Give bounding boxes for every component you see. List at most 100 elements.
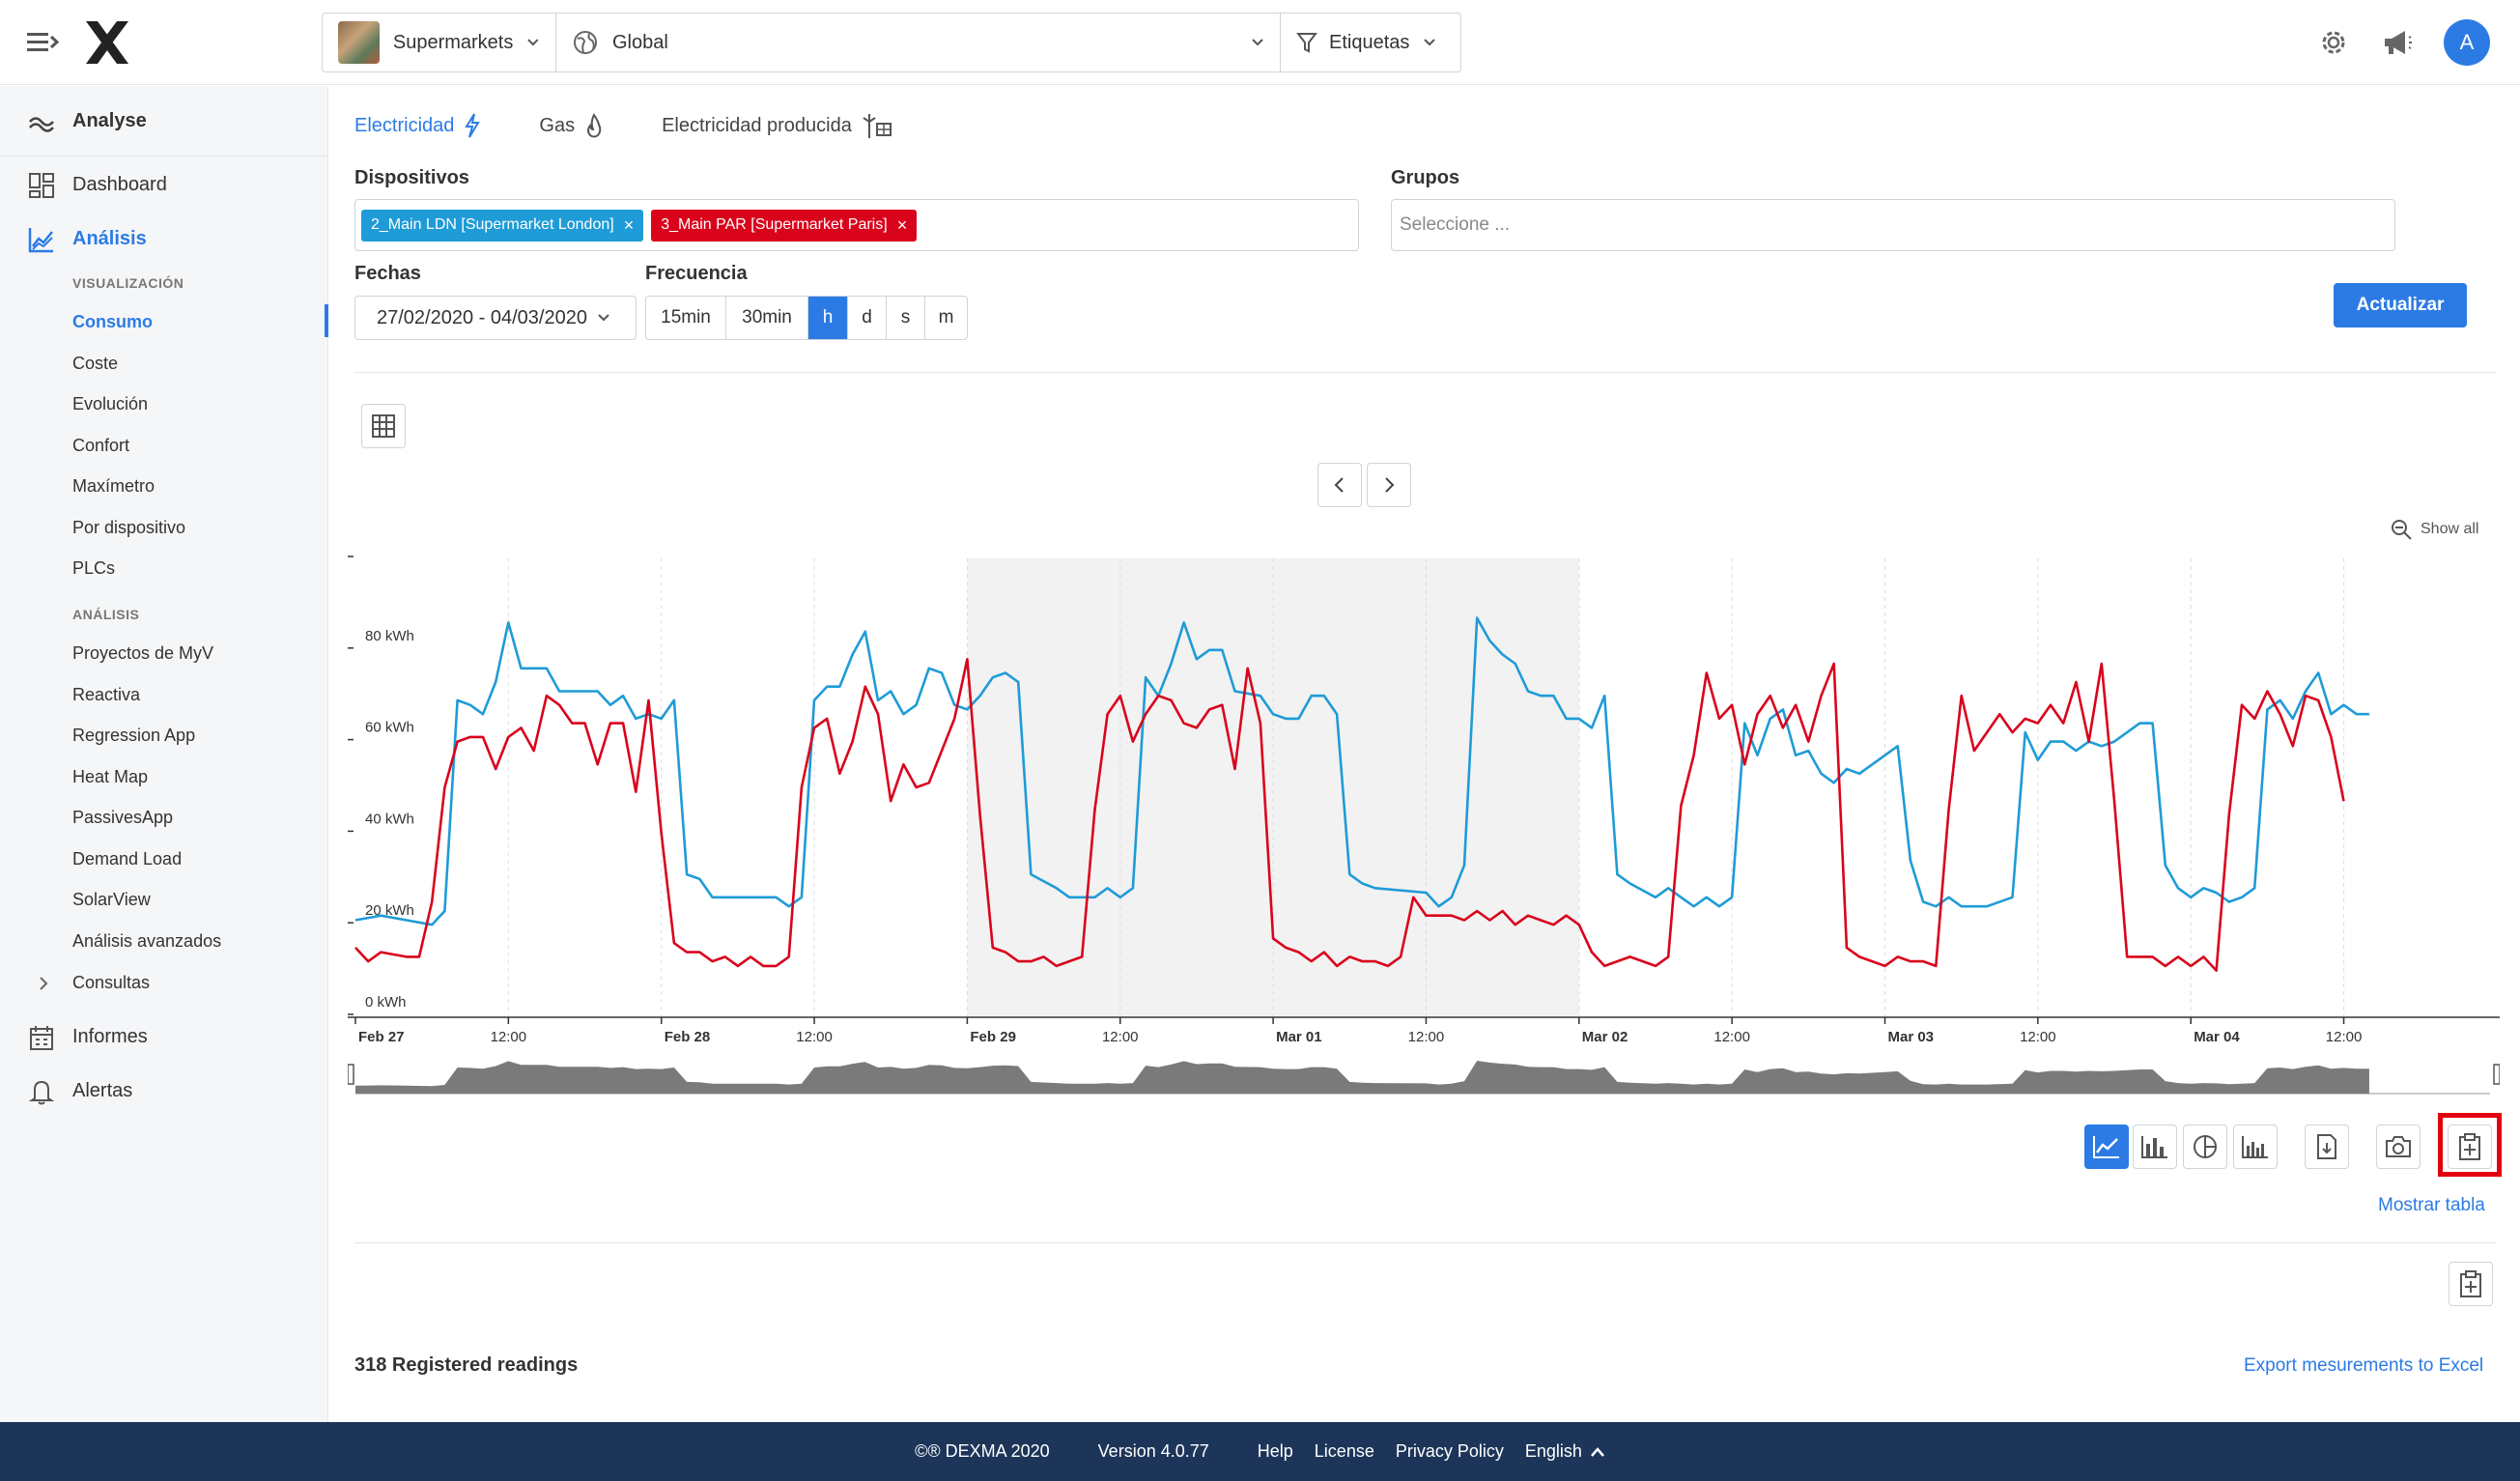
groups-select[interactable]: Seleccione ...: [1391, 199, 2395, 251]
line-chart-button[interactable]: [2084, 1125, 2129, 1169]
freq-15min-button[interactable]: 15min: [646, 297, 726, 339]
clipboard-plus-icon: [2459, 1133, 2480, 1160]
pie-chart-button[interactable]: [2183, 1125, 2227, 1169]
sidebar-item-consumo[interactable]: Consumo: [72, 312, 153, 331]
screenshot-button[interactable]: [2376, 1125, 2421, 1169]
tags-filter-label: Etiquetas: [1329, 31, 1410, 53]
site-selector[interactable]: Supermarkets: [323, 14, 556, 71]
sidebar-item-analisis-avanzados[interactable]: Análisis avanzados: [72, 931, 222, 951]
megaphone-icon[interactable]: [2380, 25, 2415, 60]
tab-electricidad[interactable]: Electricidad: [354, 112, 481, 139]
sidebar-item-alertas[interactable]: Alertas: [72, 1080, 133, 1101]
devices-multiselect[interactable]: 2_Main LDN [Supermarket London] × 3_Main…: [354, 199, 1359, 251]
sidebar-item-confort[interactable]: Confort: [72, 436, 130, 455]
bar-chart-button[interactable]: [2133, 1125, 2177, 1169]
date-range-value: 27/02/2020 - 04/03/2020: [377, 306, 587, 328]
table-view-button[interactable]: [361, 404, 406, 448]
export-excel-link[interactable]: Export mesurements to Excel: [2244, 1355, 2484, 1376]
add-to-report-button[interactable]: [2448, 1125, 2492, 1169]
device-chip[interactable]: 3_Main PAR [Supermarket Paris] ×: [651, 209, 918, 242]
freq-day-button[interactable]: d: [848, 297, 887, 339]
camera-icon: [2386, 1136, 2411, 1157]
context-selector: Supermarkets Global Etiquetas: [322, 13, 1461, 72]
chart-divider: [354, 1242, 2497, 1243]
tab-electricidad-producida[interactable]: Electricidad producida: [662, 112, 892, 139]
freq-30min-button[interactable]: 30min: [726, 297, 808, 339]
sidebar-item-regression-app[interactable]: Regression App: [72, 726, 196, 745]
table-grid-icon: [372, 414, 395, 438]
top-bar: Supermarkets Global Etiquetas A: [0, 0, 2520, 85]
y-tick-label: 80 kWh: [365, 628, 414, 644]
devices-label: Dispositivos: [354, 167, 469, 188]
pie-chart-icon: [2194, 1135, 2217, 1158]
device-chip-label: 3_Main PAR [Supermarket Paris]: [661, 216, 888, 233]
sidebar: Analyse Dashboard Análisis VISUALIZACIÓN…: [0, 86, 328, 1422]
device-chip[interactable]: 2_Main LDN [Supermarket London] ×: [361, 209, 644, 242]
filter-icon: [1296, 33, 1317, 53]
sidebar-analyse[interactable]: Analyse: [72, 110, 147, 131]
consumption-chart[interactable]: 0 kWh 20 kWh 40 kWh 60 kWh 80 kWh Feb 27 12:00…: [348, 541, 2500, 1101]
add-table-to-report-button[interactable]: [2449, 1262, 2493, 1306]
chevron-right-icon[interactable]: [37, 975, 50, 992]
sidebar-item-reactiva[interactable]: Reactiva: [72, 685, 141, 704]
footer-privacy-link[interactable]: Privacy Policy: [1395, 1441, 1504, 1461]
stacked-bar-icon: [2242, 1136, 2268, 1158]
footer-help-link[interactable]: Help: [1257, 1441, 1293, 1461]
remove-chip-icon[interactable]: ×: [896, 214, 908, 235]
sidebar-item-proyectos-myv[interactable]: Proyectos de MyV: [72, 643, 214, 663]
stacked-bar-button[interactable]: [2233, 1125, 2278, 1169]
menu-toggle-icon[interactable]: [25, 27, 60, 58]
sidebar-item-plcs[interactable]: PLCs: [72, 558, 116, 578]
series-line-1: [354, 658, 2345, 972]
next-period-button[interactable]: [1367, 463, 1411, 507]
user-avatar[interactable]: A: [2444, 19, 2490, 66]
footer-license-link[interactable]: License: [1314, 1441, 1374, 1461]
chevron-down-icon: [1252, 39, 1263, 46]
x-tick-label: Mar 03: [1888, 1029, 1935, 1045]
x-tick-label: Mar 01: [1276, 1029, 1322, 1045]
show-table-link[interactable]: Mostrar tabla: [2378, 1195, 2485, 1215]
freq-hour-button[interactable]: h: [808, 297, 848, 339]
date-range-picker[interactable]: 27/02/2020 - 04/03/2020: [354, 296, 637, 340]
sidebar-item-consultas[interactable]: Consultas: [72, 973, 151, 992]
tags-filter[interactable]: Etiquetas: [1281, 14, 1460, 71]
x-tick-label: Mar 04: [2194, 1029, 2240, 1045]
x-tick-label: 12:00: [491, 1029, 527, 1045]
footer-copyright: ©® DEXMA 2020: [915, 1441, 1050, 1461]
scope-selector[interactable]: Global: [556, 14, 1281, 71]
x-tick-label: Feb 28: [665, 1029, 711, 1045]
analysis-chart-icon: [28, 228, 53, 253]
lightning-icon: [465, 113, 481, 138]
x-tick-label: 12:00: [796, 1029, 833, 1045]
sidebar-item-dashboard[interactable]: Dashboard: [72, 174, 167, 195]
x-tick-label: Feb 29: [970, 1029, 1016, 1045]
update-button[interactable]: Actualizar: [2334, 283, 2467, 328]
sidebar-item-passivesapp[interactable]: PassivesApp: [72, 808, 174, 827]
language-selector[interactable]: English: [1525, 1441, 1605, 1462]
export-pdf-button[interactable]: [2305, 1125, 2349, 1169]
x-tick-label: 12:00: [1408, 1029, 1445, 1045]
footer-version: Version 4.0.77: [1097, 1441, 1209, 1461]
site-selector-label: Supermarkets: [392, 31, 514, 53]
remove-chip-icon[interactable]: ×: [623, 214, 635, 235]
sidebar-item-demand-load[interactable]: Demand Load: [72, 849, 183, 869]
show-all-button[interactable]: Show all: [2390, 518, 2478, 541]
tab-gas[interactable]: Gas: [539, 112, 604, 139]
filters-divider: [354, 372, 2497, 373]
freq-month-button[interactable]: m: [938, 307, 954, 328]
sidebar-item-por-dispositivo[interactable]: Por dispositivo: [72, 518, 186, 537]
chevron-down-icon: [527, 39, 539, 46]
previous-period-button[interactable]: [1317, 463, 1362, 507]
sidebar-item-coste[interactable]: Coste: [72, 354, 119, 373]
sidebar-item-informes[interactable]: Informes: [72, 1026, 148, 1047]
settings-gear-icon[interactable]: [2316, 25, 2351, 60]
sidebar-item-analisis[interactable]: Análisis: [72, 228, 147, 249]
x-tick-label: Feb 27: [358, 1029, 405, 1045]
sidebar-item-maximetro[interactable]: Maxímetro: [72, 476, 156, 496]
sidebar-item-evolucion[interactable]: Evolución: [72, 394, 149, 413]
freq-week-button[interactable]: s: [887, 297, 925, 339]
sidebar-item-solarview[interactable]: SolarView: [72, 890, 151, 909]
dexma-logo[interactable]: [82, 17, 132, 68]
sidebar-item-heat-map[interactable]: Heat Map: [72, 767, 149, 786]
navigator-handle-left: [348, 1064, 354, 1085]
